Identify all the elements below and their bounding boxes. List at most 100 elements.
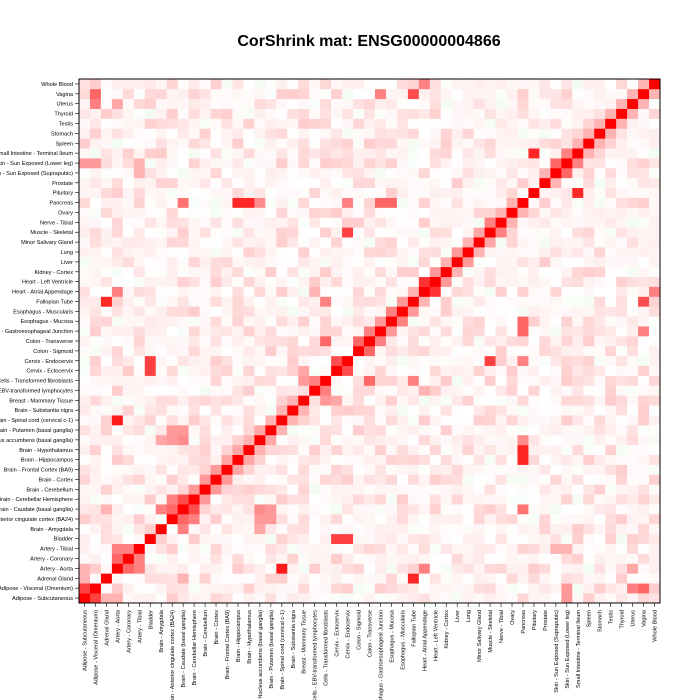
heatmap-cell: [166, 375, 178, 386]
heatmap-cell: [221, 593, 233, 604]
heatmap-cell: [232, 504, 244, 515]
heatmap-cell: [440, 256, 453, 268]
heatmap-cell: [155, 237, 167, 248]
y-tick-label: Brain - Cortex: [38, 477, 73, 483]
heatmap-cell: [155, 583, 167, 594]
heatmap-cell: [111, 316, 124, 327]
heatmap-cell: [298, 88, 310, 100]
heatmap-cell: [100, 108, 113, 119]
heatmap-cell: [495, 187, 507, 198]
heatmap-cell: [320, 167, 332, 179]
heatmap-cell: [144, 108, 157, 119]
heatmap-cell: [561, 167, 573, 179]
heatmap-cell: [320, 247, 332, 258]
heatmap-cell: [210, 365, 222, 376]
heatmap-cell: [89, 563, 102, 574]
heatmap-cell: [605, 573, 617, 584]
heatmap-cell: [210, 266, 222, 278]
heatmap-cell: [473, 108, 485, 119]
heatmap-cell: [418, 593, 431, 604]
heatmap-cell: [506, 286, 518, 297]
heatmap-cell: [100, 167, 113, 179]
heatmap-cell: [243, 425, 255, 436]
heatmap-cell: [528, 148, 540, 159]
heatmap-cell: [79, 128, 91, 139]
heatmap-cell: [594, 355, 606, 367]
heatmap-cell: [374, 504, 387, 515]
heatmap-cell: [287, 237, 299, 248]
heatmap-cell: [407, 434, 420, 446]
heatmap-cell: [583, 187, 595, 198]
heatmap-cell: [451, 563, 463, 574]
heatmap-cell: [100, 504, 113, 515]
heatmap-cell: [484, 543, 496, 554]
heatmap-cell: [451, 415, 463, 426]
heatmap-cell: [638, 583, 650, 594]
heatmap-cell: [605, 425, 617, 436]
heatmap-cell: [232, 355, 244, 367]
heatmap-cell: [572, 237, 584, 248]
heatmap-cell: [396, 385, 409, 396]
heatmap-cell: [506, 79, 518, 90]
heatmap-cell: [133, 573, 146, 584]
heatmap-cell: [79, 197, 91, 208]
heatmap-cell: [79, 326, 91, 337]
heatmap-cell: [287, 316, 299, 327]
heatmap-cell: [473, 553, 485, 564]
heatmap-cell: [495, 405, 507, 416]
heatmap-cell: [462, 573, 474, 584]
heatmap-cell: [616, 514, 628, 525]
heatmap-cell: [276, 256, 288, 268]
heatmap-cell: [616, 385, 628, 396]
heatmap-cell: [627, 593, 639, 604]
heatmap-cell: [188, 593, 200, 604]
heatmap-cell: [484, 523, 496, 535]
heatmap-cell: [385, 247, 398, 258]
heatmap-cell: [100, 583, 113, 594]
heatmap-cell: [166, 355, 178, 367]
heatmap-cell: [528, 98, 540, 109]
heatmap-cell: [594, 444, 606, 455]
heatmap-cell: [254, 444, 266, 455]
heatmap-cell: [539, 296, 551, 307]
heatmap-cell: [320, 306, 332, 317]
x-tick-label: Skin - Sun Exposed (Suprapubic): [554, 610, 560, 693]
heatmap-cell: [188, 158, 200, 169]
heatmap-cell: [605, 158, 617, 169]
heatmap-cell: [462, 286, 474, 297]
heatmap-cell: [342, 79, 354, 90]
heatmap-cell: [418, 326, 431, 337]
heatmap-cell: [473, 88, 485, 100]
x-tick-label: Brain - Cortex: [214, 610, 220, 645]
heatmap-cell: [374, 237, 387, 248]
heatmap-cell: [539, 415, 551, 426]
heatmap-cell: [342, 553, 354, 564]
heatmap-cell: [550, 593, 562, 604]
heatmap-cell: [429, 375, 442, 386]
heatmap-cell: [331, 177, 343, 189]
heatmap-cell: [396, 128, 409, 139]
x-tick-label: Nerve - Tibial: [499, 610, 505, 643]
heatmap-cell: [254, 533, 266, 544]
heatmap-cell: [418, 247, 431, 258]
heatmap-cell: [473, 167, 485, 179]
heatmap-cell: [122, 158, 135, 169]
heatmap-cell: [265, 276, 277, 287]
heatmap-cell: [287, 425, 299, 436]
heatmap-cell: [210, 148, 222, 159]
heatmap-cell: [473, 583, 485, 594]
heatmap-cell: [188, 108, 200, 119]
heatmap-cell: [144, 247, 157, 258]
heatmap-cell: [473, 415, 485, 426]
heatmap-cell: [254, 593, 266, 604]
heatmap-cell: [89, 494, 102, 505]
heatmap-cell: [188, 523, 200, 535]
heatmap-cell: [539, 158, 551, 169]
heatmap-cell: [462, 365, 474, 376]
heatmap-cell: [155, 345, 167, 357]
heatmap-cell: [627, 197, 639, 208]
heatmap-cell: [616, 326, 628, 337]
heatmap-cell: [638, 514, 650, 525]
heatmap-cell: [199, 464, 211, 475]
heatmap-cell: [265, 434, 277, 446]
